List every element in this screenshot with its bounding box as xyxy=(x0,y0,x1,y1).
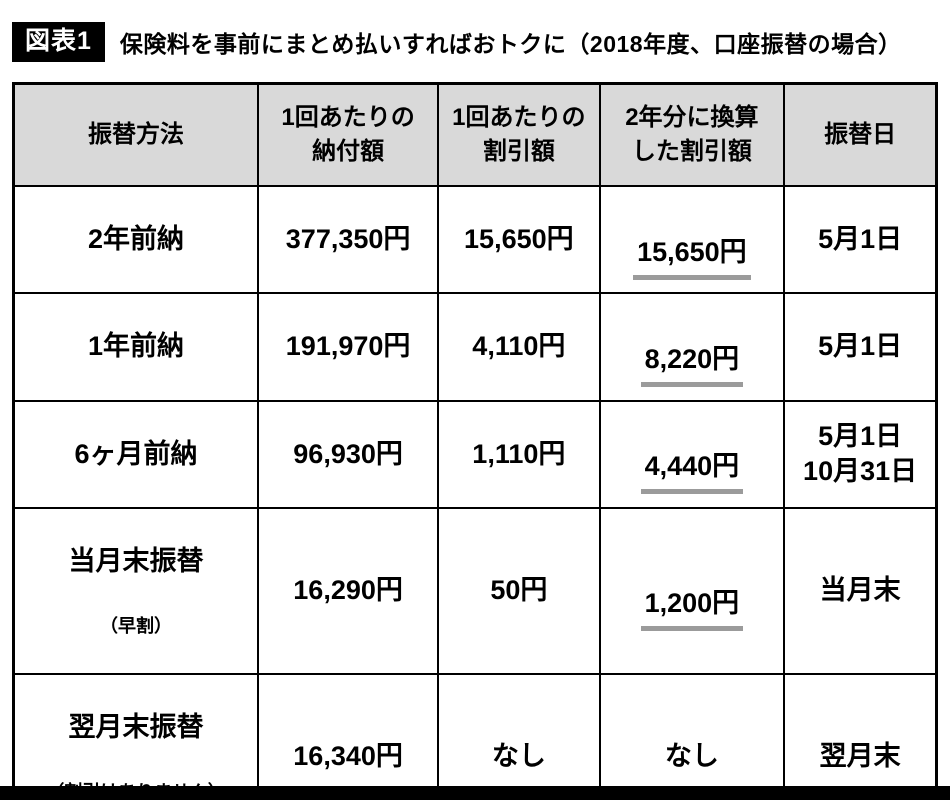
method-note: （早割） xyxy=(100,616,173,637)
cell-discount-2y: 1,200円 xyxy=(598,506,786,675)
cell-date: 翌月末 xyxy=(783,672,938,800)
premium-table: 振替方法 1回あたりの 納付額 1回あたりの 割引額 2年分に換算 した割引額 … xyxy=(12,82,938,800)
figure-header: 図表1 保険料を事前にまとめ払いすればおトクに（2018年度、口座振替の場合） xyxy=(0,0,950,62)
table-header-row: 振替方法 1回あたりの 納付額 1回あたりの 割引額 2年分に換算 した割引額 … xyxy=(12,82,938,187)
method-label: 2年前納 xyxy=(88,224,185,255)
cell-discount: 1,110円 xyxy=(437,399,601,509)
cell-payment: 191,970円 xyxy=(257,292,440,402)
cell-payment: 96,930円 xyxy=(257,399,440,509)
cell-discount: 15,650円 xyxy=(437,184,601,295)
underlined-value: 1,200円 xyxy=(640,586,744,631)
col-header-discount: 1回あたりの 割引額 xyxy=(437,82,601,187)
col-header-date: 振替日 xyxy=(783,82,938,187)
cell-payment: 16,290円 xyxy=(257,506,440,675)
table-row: 当月末振替 （早割） 16,290円 50円 1,200円 当月末 xyxy=(12,506,938,675)
col-header-payment: 1回あたりの 納付額 xyxy=(257,82,440,187)
cell-payment: 377,350円 xyxy=(257,184,440,295)
cell-discount-2y: 8,220円 xyxy=(598,292,786,402)
underlined-value: 8,220円 xyxy=(640,342,744,388)
underlined-value: 15,650円 xyxy=(633,235,751,280)
cell-date: 当月末 xyxy=(783,506,938,675)
figure-title: 保険料を事前にまとめ払いすればおトクに（2018年度、口座振替の場合） xyxy=(119,31,902,57)
table-row: 1年前納 191,970円 4,110円 8,220円 5月1日 xyxy=(12,292,938,402)
table-row: 6ヶ月前納 96,930円 1,110円 4,440円 5月1日 10月31日 xyxy=(12,399,938,509)
cell-discount: なし xyxy=(437,672,601,800)
method-label: 当月末振替 xyxy=(68,545,204,576)
figure-badge: 図表1 xyxy=(12,22,105,62)
cell-discount: 50円 xyxy=(437,506,601,675)
method-label: 1年前納 xyxy=(88,331,185,362)
cell-discount: 4,110円 xyxy=(437,292,601,402)
cell-discount-2y: 4,440円 xyxy=(598,399,786,509)
cell-method: 当月末振替 （早割） xyxy=(12,506,260,675)
method-label: 翌月末振替 xyxy=(68,711,204,742)
col-header-method: 振替方法 xyxy=(12,82,260,187)
cell-method: 翌月末振替 （割引はありません） xyxy=(12,672,260,800)
cell-method: 6ヶ月前納 xyxy=(12,399,260,509)
underlined-value: 4,440円 xyxy=(640,449,744,495)
cell-date: 5月1日 xyxy=(783,292,938,402)
cell-method: 2年前納 xyxy=(12,184,260,295)
cell-payment: 16,340円 xyxy=(257,672,440,800)
cell-date: 5月1日 10月31日 xyxy=(783,399,938,509)
cell-date: 5月1日 xyxy=(783,184,938,295)
table-row: 翌月末振替 （割引はありません） 16,340円 なし なし 翌月末 xyxy=(12,672,938,800)
bottom-divider xyxy=(0,786,950,800)
table-row: 2年前納 377,350円 15,650円 15,650円 5月1日 xyxy=(12,184,938,295)
cell-discount-2y: 15,650円 xyxy=(598,184,786,295)
col-header-discount-2y: 2年分に換算 した割引額 xyxy=(598,82,786,187)
method-label: 6ヶ月前納 xyxy=(74,438,198,469)
cell-method: 1年前納 xyxy=(12,292,260,402)
cell-discount-2y: なし xyxy=(598,672,786,800)
